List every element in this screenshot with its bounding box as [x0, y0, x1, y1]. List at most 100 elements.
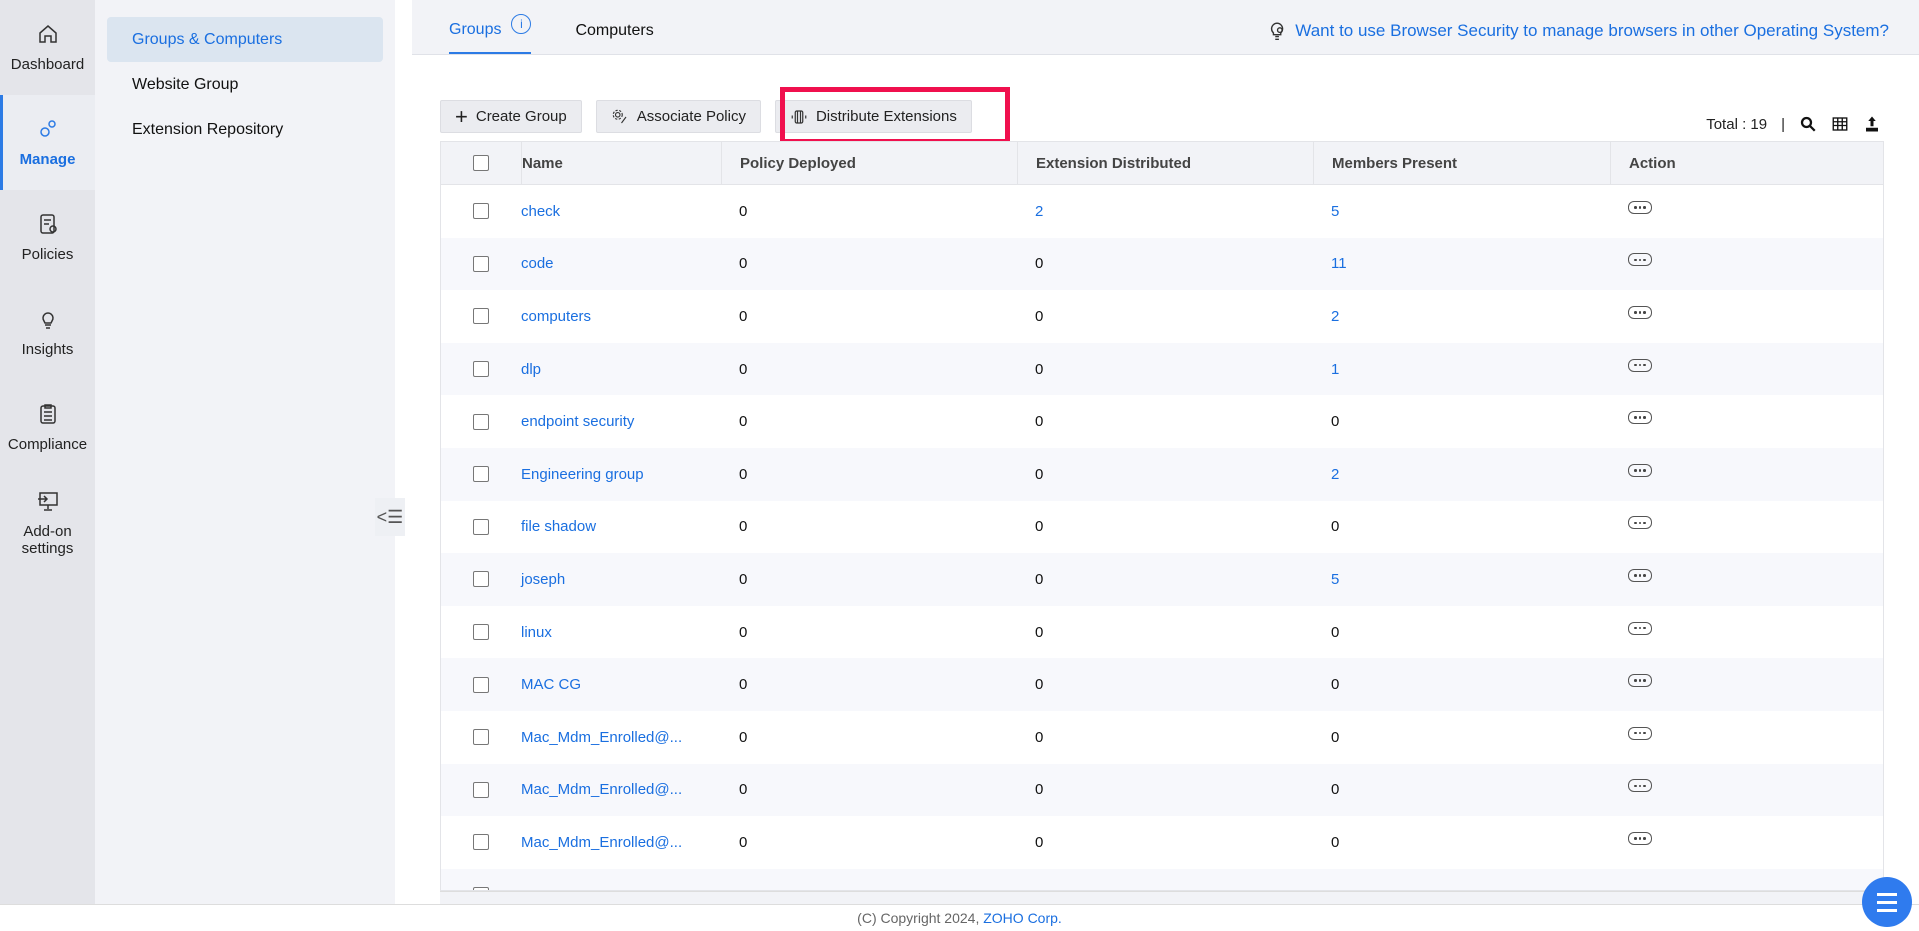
tab-computers[interactable]: Computers — [575, 22, 654, 39]
group-name-link[interactable]: computers — [521, 307, 592, 325]
table-row: linux 0 0 0 — [441, 606, 1883, 659]
submenu-item[interactable]: Extension Repository — [132, 120, 284, 138]
extension-distributed-cell: 0 — [1035, 781, 1044, 799]
members-present-cell[interactable]: 2 — [1331, 465, 1340, 483]
policy-deployed-cell: 0 — [739, 360, 748, 378]
rail-item-compliance[interactable]: Compliance — [0, 380, 95, 475]
members-present-cell[interactable]: 5 — [1331, 570, 1340, 588]
row-checkbox[interactable] — [473, 887, 489, 890]
row-checkbox[interactable] — [473, 518, 489, 535]
group-name-link[interactable]: linux — [521, 623, 552, 641]
bulb-icon — [41, 312, 54, 329]
group-name-link[interactable]: Mac_Mdm_Enrolled@... — [521, 781, 683, 799]
group-name-link[interactable]: joseph — [521, 570, 566, 588]
row-checkbox[interactable] — [473, 781, 489, 798]
table-row: Engineering group 0 0 2 — [441, 447, 1883, 501]
rail-item-label: Add-on settings — [21, 522, 74, 557]
group-name-link[interactable]: MAC CG — [521, 676, 581, 694]
column-action: Action — [1610, 142, 1883, 185]
search-icon[interactable] — [1799, 115, 1817, 133]
distribute-extensions-label: Distribute Extensions — [815, 108, 957, 125]
submenu-item[interactable]: Groups & Computers — [107, 17, 383, 62]
highlight-box — [780, 87, 1010, 144]
clipboard-icon — [39, 404, 56, 424]
more-actions-icon[interactable] — [1628, 674, 1652, 688]
table-tools: Total : 19 | — [1706, 115, 1881, 133]
members-present-cell[interactable]: 5 — [1331, 202, 1340, 220]
row-checkbox[interactable] — [473, 203, 489, 220]
divider: | — [1781, 115, 1785, 133]
more-actions-icon[interactable] — [1628, 621, 1652, 635]
extension-distributed-cell: 0 — [1035, 623, 1044, 641]
row-checkbox[interactable] — [473, 729, 489, 746]
total-count: Total : 19 — [1706, 115, 1768, 133]
more-actions-icon[interactable] — [1628, 831, 1652, 845]
rail-item-add-on-settings[interactable]: Add-on settings — [0, 475, 95, 570]
table-header: Name Policy Deployed Extension Distribut… — [441, 142, 1883, 185]
column-extension-distributed[interactable]: Extension Distributed — [1017, 142, 1313, 185]
members-present-cell: 0 — [1331, 518, 1340, 536]
associate-policy-button[interactable]: Associate Policy — [595, 100, 761, 133]
row-checkbox[interactable] — [473, 466, 489, 483]
rail-item-manage[interactable]: Manage — [0, 95, 95, 190]
plus-icon: + — [455, 103, 468, 129]
column-policy-deployed[interactable]: Policy Deployed — [721, 142, 1017, 185]
distribute-extensions-button[interactable]: Distribute Extensions — [774, 100, 972, 133]
group-name-link[interactable]: Mac_Mdm_Enrolled@... — [521, 833, 683, 851]
row-checkbox[interactable] — [473, 413, 489, 430]
create-group-label: Create Group — [475, 108, 567, 125]
row-checkbox[interactable] — [473, 571, 489, 588]
group-name-link[interactable]: Mac_Mdm_Enrolled@... — [521, 728, 683, 746]
submenu-item[interactable]: Website Group — [132, 75, 239, 93]
table-columns-icon[interactable] — [1831, 115, 1849, 133]
members-present-cell[interactable]: 2 — [1331, 307, 1340, 325]
export-icon[interactable] — [1863, 115, 1881, 133]
column-name[interactable]: Name — [521, 142, 721, 185]
row-checkbox[interactable] — [473, 255, 489, 272]
group-name-link[interactable]: endpoint security — [521, 413, 635, 431]
more-actions-icon[interactable] — [1628, 200, 1652, 214]
policy-icon — [39, 214, 57, 234]
more-actions-icon[interactable] — [1628, 305, 1652, 319]
more-actions-icon[interactable] — [1628, 358, 1652, 372]
row-checkbox[interactable] — [473, 308, 489, 325]
members-present-cell[interactable]: 11 — [1331, 255, 1347, 273]
extension-icon — [791, 109, 807, 124]
group-name-link[interactable]: dlp — [521, 360, 542, 378]
row-checkbox[interactable] — [473, 676, 489, 693]
group-name-link[interactable]: check — [521, 202, 561, 220]
rail-item-policies[interactable]: Policies — [0, 190, 95, 285]
row-checkbox[interactable] — [473, 624, 489, 641]
more-actions-icon[interactable] — [1628, 516, 1652, 530]
promo-text: Want to use Browser Security to manage b… — [1295, 21, 1889, 40]
policy-deployed-cell: 0 — [739, 413, 748, 431]
info-icon[interactable]: i — [511, 14, 532, 34]
zoho-link[interactable]: ZOHO Corp. — [983, 910, 1062, 926]
create-group-button[interactable]: + Create Group — [440, 100, 582, 133]
extension-distributed-cell[interactable]: 2 — [1035, 202, 1044, 220]
column-members-present[interactable]: Members Present — [1313, 142, 1610, 185]
extension-distributed-cell: 0 — [1035, 255, 1044, 273]
group-name-link[interactable]: file shadow — [521, 518, 597, 536]
more-actions-icon[interactable] — [1628, 463, 1652, 477]
more-actions-icon[interactable] — [1628, 253, 1652, 267]
tab-groups[interactable]: Groups i — [449, 14, 532, 54]
promo-link[interactable]: Want to use Browser Security to manage b… — [1267, 20, 1889, 42]
select-all-checkbox[interactable] — [473, 155, 489, 171]
group-name-link[interactable]: Engineering group — [521, 465, 644, 483]
rail-item-label: Insights — [21, 341, 74, 358]
menu-fab-button[interactable] — [1862, 877, 1912, 927]
collapse-sidebar-icon[interactable]: <☰ — [375, 498, 405, 536]
more-actions-icon[interactable] — [1628, 411, 1652, 425]
rail-item-dashboard[interactable]: Dashboard — [0, 0, 95, 95]
horizontal-scrollbar[interactable] — [440, 891, 1884, 904]
policy-deployed-cell: 0 — [739, 255, 748, 273]
more-actions-icon[interactable] — [1628, 726, 1652, 740]
rail-item-insights[interactable]: Insights — [0, 285, 95, 380]
more-actions-icon[interactable] — [1628, 779, 1652, 793]
row-checkbox[interactable] — [473, 834, 489, 851]
members-present-cell[interactable]: 1 — [1331, 360, 1340, 378]
more-actions-icon[interactable] — [1628, 568, 1652, 582]
row-checkbox[interactable] — [473, 361, 489, 378]
group-name-link[interactable]: code — [521, 255, 554, 273]
